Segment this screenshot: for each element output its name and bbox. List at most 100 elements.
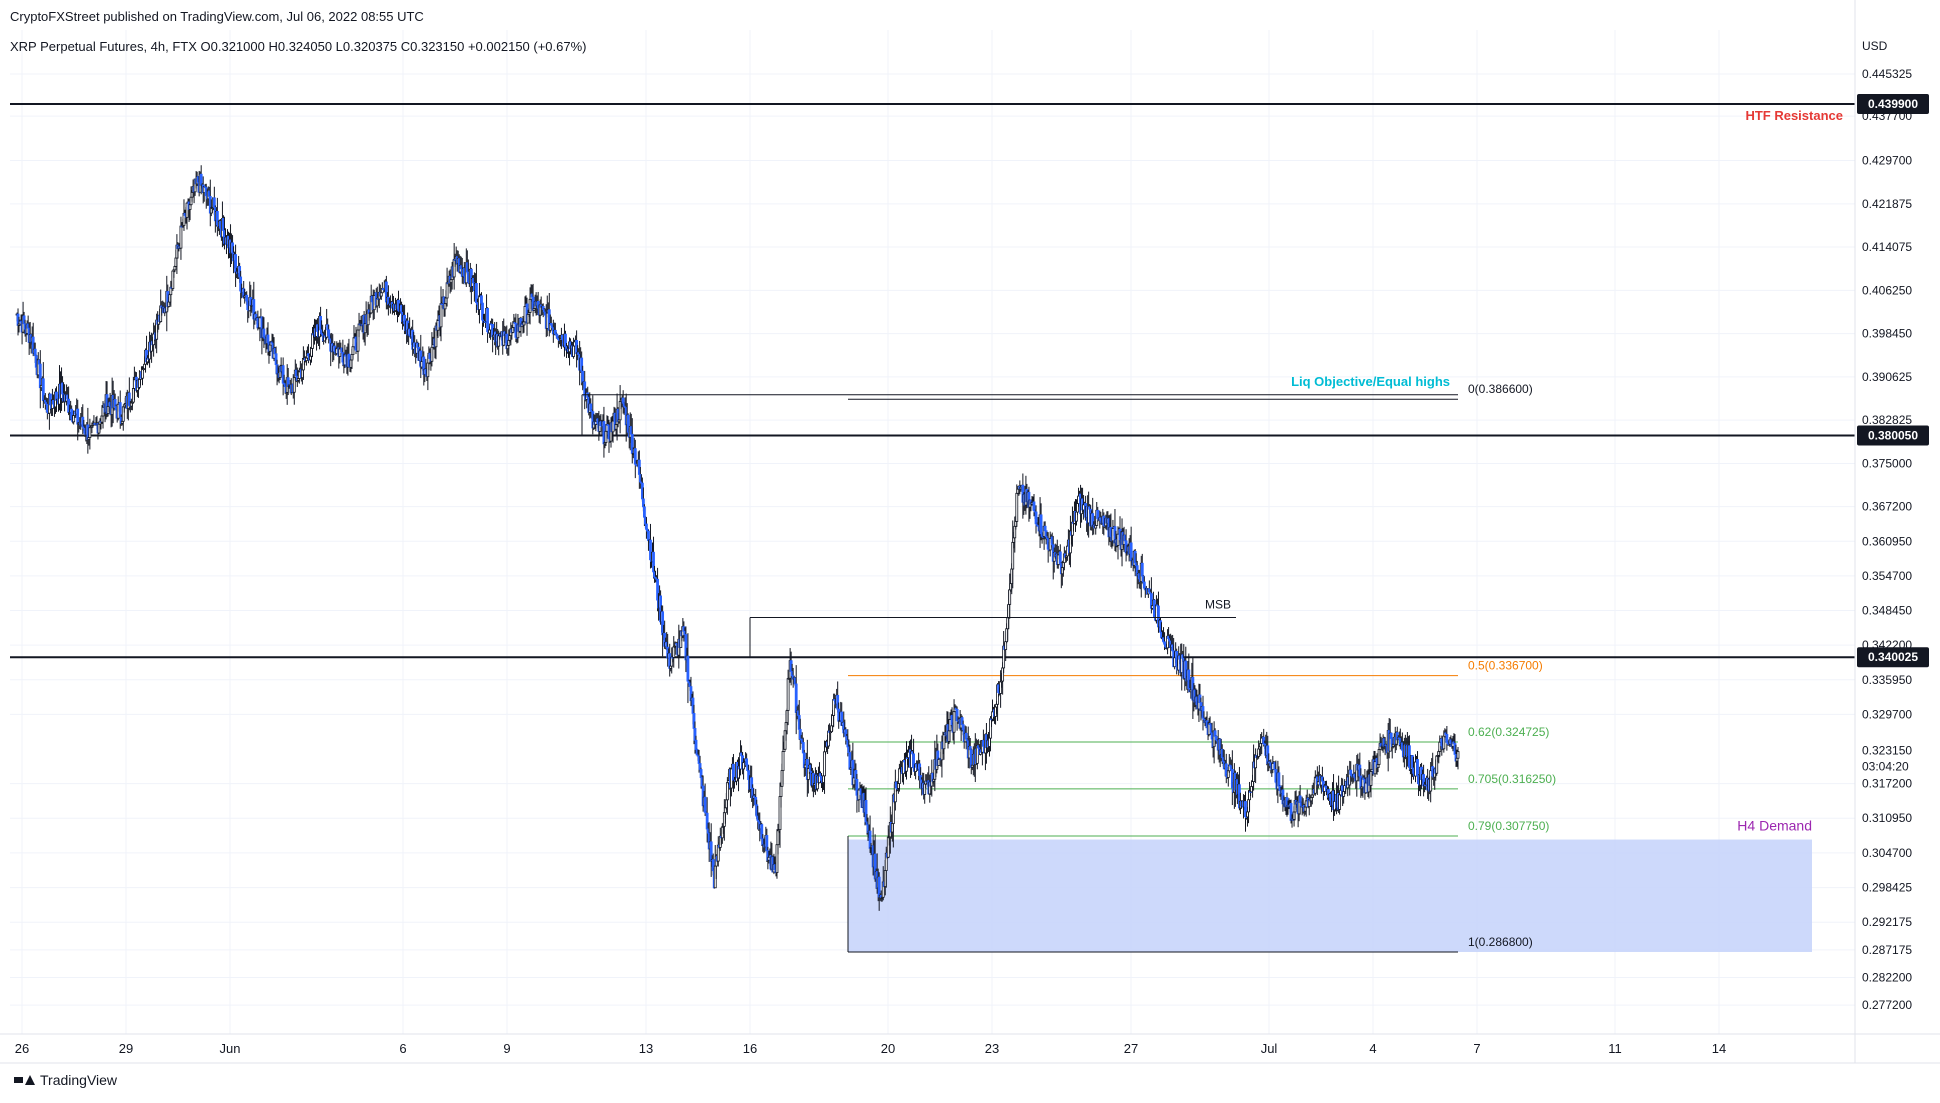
candle-body: [486, 308, 489, 333]
candle-body: [961, 724, 965, 731]
price-axis[interactable]: USD0.4453250.4377000.4297000.4218750.414…: [1862, 39, 1912, 1012]
candle-body: [76, 408, 80, 425]
y-tick-label: 0.429700: [1862, 153, 1912, 167]
candle-body: [1043, 525, 1047, 532]
y-tick-label: 0.317200: [1862, 777, 1912, 791]
candle-body: [480, 295, 483, 304]
publisher-line: CryptoFXStreet published on TradingView.…: [10, 9, 424, 24]
demand-zone-layer: [848, 839, 1812, 952]
y-tick-label: 0.382825: [1862, 413, 1912, 427]
tradingview-icon: [14, 1074, 35, 1086]
tradingview-brand: TradingView: [40, 1072, 118, 1088]
horizontal-levels-layer: [10, 103, 1855, 659]
candle-body: [327, 329, 331, 337]
candle-body: [779, 785, 783, 797]
candle-body: [266, 334, 270, 344]
h4-demand-label: H4 Demand: [1737, 818, 1812, 834]
y-tick-label: 0.335950: [1862, 673, 1912, 687]
candle-body: [1058, 551, 1062, 564]
y-tick-label: 0.375000: [1862, 456, 1912, 470]
y-tick-label: 0.367200: [1862, 500, 1912, 514]
candle-body: [430, 346, 434, 362]
x-tick-label: 11: [1608, 1041, 1622, 1056]
candle-body: [581, 370, 585, 383]
x-tick-label: 13: [639, 1041, 653, 1056]
x-tick-label: 4: [1369, 1041, 1376, 1056]
candle-body: [572, 345, 575, 357]
x-tick-label: 6: [399, 1041, 406, 1056]
time-axis[interactable]: 26 29 Jun 6 9 13 16 20 23 27 Jul 4 7 11 14: [15, 1041, 1726, 1056]
htf-resistance-label: HTF Resistance: [1745, 108, 1843, 123]
candle-body: [1349, 769, 1353, 775]
candle-body: [33, 348, 37, 356]
candle-body: [645, 523, 648, 530]
candle-body: [268, 344, 272, 352]
x-tick-label: 7: [1473, 1041, 1480, 1056]
x-tick-label: 16: [743, 1041, 757, 1056]
y-tick-label: 0.398450: [1862, 327, 1912, 341]
y-tick-label: 0.354700: [1862, 569, 1912, 583]
candle-countdown: 03:04:20: [1862, 760, 1909, 774]
candle-body: [1008, 589, 1012, 605]
currency-label: USD: [1862, 39, 1888, 53]
y-tick-label: 0.406250: [1862, 283, 1912, 297]
candle-body: [781, 751, 785, 771]
candle-body: [1442, 735, 1446, 750]
x-tick-label: 20: [881, 1041, 895, 1056]
candle-body: [589, 403, 593, 411]
candle-body: [445, 282, 449, 299]
symbol-info-line: XRP Perpetual Futures, 4h, FTX O0.321000…: [10, 39, 587, 54]
candle-body: [686, 655, 690, 682]
candle-body: [694, 739, 698, 750]
y-tick-label: 0.304700: [1862, 846, 1912, 860]
candles-layer: [15, 165, 1460, 911]
fibonacci-layer: 0(0.386600) 0.5(0.336700) 0.62(0.324725) 0.…: [847, 382, 1556, 953]
candle-body: [245, 294, 249, 302]
y-tick-label: 0.298425: [1862, 881, 1912, 895]
x-tick-label: Jul: [1261, 1041, 1278, 1056]
candle-body: [1142, 581, 1146, 589]
y-tick-label: 0.282200: [1862, 970, 1912, 984]
msb-label: MSB: [1205, 597, 1231, 611]
candle-body: [742, 762, 745, 770]
candle-body: [952, 711, 956, 733]
candle-body: [1277, 772, 1281, 787]
candle-body: [937, 758, 941, 766]
y-tick-label: 0.348450: [1862, 604, 1912, 618]
key-level-badge: [1857, 425, 1929, 446]
candle-body: [647, 530, 650, 541]
candle-body: [672, 646, 676, 658]
key-level-badge: [1857, 94, 1929, 114]
candle-body: [1032, 501, 1036, 511]
y-tick-label: 0.310950: [1862, 811, 1912, 825]
key-level-value: 0.340025: [1868, 650, 1918, 664]
fib-level-label: 0.62(0.324725): [1468, 725, 1549, 739]
liq-objective-label: Liq Objective/Equal highs: [1291, 374, 1450, 389]
candle-body: [745, 758, 749, 766]
candle-body: [725, 782, 729, 801]
y-tick-label: 0.277200: [1862, 998, 1912, 1012]
tradingview-logo[interactable]: TradingView: [14, 1072, 117, 1088]
candle-body: [621, 397, 625, 404]
key-level-value: 0.380050: [1868, 429, 1918, 443]
candle-body: [179, 225, 183, 249]
candle-body: [823, 751, 826, 777]
key-level-value: 0.439900: [1868, 97, 1918, 111]
key-level-badge: [1857, 647, 1929, 668]
candle-body: [703, 796, 707, 813]
x-tick-label: 29: [119, 1041, 133, 1056]
y-tick-label: 0.414075: [1862, 240, 1912, 254]
fib-level-label: 0.5(0.336700): [1468, 659, 1543, 673]
candle-body: [1416, 759, 1419, 776]
candle-body: [643, 506, 646, 518]
candle-body: [1015, 492, 1019, 522]
fib-level-label: 0.79(0.307750): [1468, 819, 1549, 833]
candle-body: [88, 427, 92, 438]
x-tick-label: 23: [985, 1041, 999, 1056]
h4-demand-zone: [848, 839, 1812, 952]
candle-body: [1445, 734, 1449, 743]
y-tick-label: 0.360950: [1862, 534, 1912, 548]
price-badges: 0.439900 0.380050 0.340025 0.323150 03:04:20: [1857, 94, 1929, 774]
candle-body: [1298, 795, 1302, 804]
